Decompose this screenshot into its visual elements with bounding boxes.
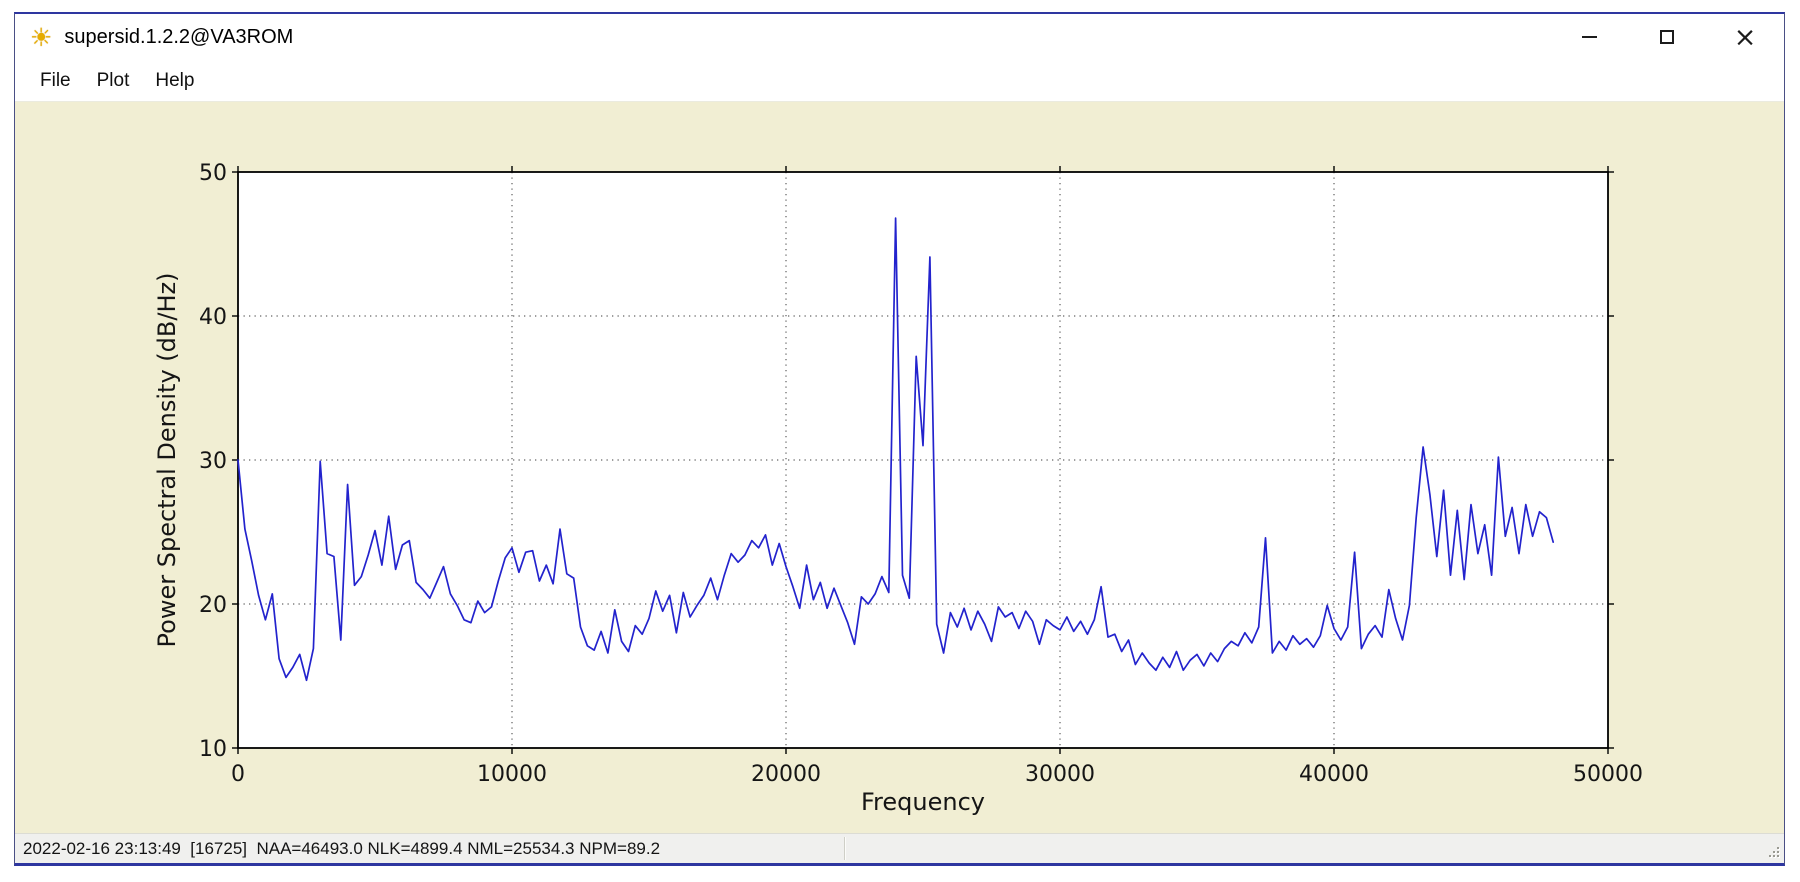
- statusbar: 2022-02-16 23:13:49 [16725] NAA=46493.0 …: [15, 833, 1784, 863]
- svg-text:40000: 40000: [1299, 762, 1369, 787]
- titlebar[interactable]: ☀ supersid.1.2.2@VA3ROM ×: [15, 14, 1784, 60]
- status-text: 2022-02-16 23:13:49 [16725] NAA=46493.0 …: [23, 838, 661, 858]
- tick-labels: 0 10000 20000 30000 40000 50000 10 20 30 40 50: [199, 161, 1643, 787]
- maximize-icon: [1660, 30, 1674, 44]
- menubar: File Plot Help: [15, 60, 1784, 102]
- svg-text:30000: 30000: [1025, 762, 1095, 787]
- minimize-icon: [1581, 36, 1597, 38]
- menu-item-plot[interactable]: Plot: [96, 69, 130, 91]
- window-title: supersid.1.2.2@VA3ROM: [64, 25, 294, 48]
- svg-text:50000: 50000: [1573, 762, 1643, 787]
- psd-line-series: [237, 217, 1555, 682]
- svg-text:0: 0: [231, 762, 245, 787]
- close-icon: ×: [1733, 21, 1757, 53]
- app-window: ☀ supersid.1.2.2@VA3ROM × File Plot Help…: [14, 12, 1785, 866]
- maximize-button[interactable]: [1628, 14, 1706, 60]
- sun-icon: ☀: [30, 22, 53, 52]
- svg-text:50: 50: [199, 161, 227, 186]
- svg-text:20000: 20000: [751, 762, 821, 787]
- x-axis-label: Frequency: [861, 788, 985, 816]
- y-axis-label: Power Spectral Density (dB/Hz): [153, 273, 181, 648]
- resize-grip-icon[interactable]: [1767, 847, 1781, 861]
- svg-text:10000: 10000: [477, 762, 547, 787]
- close-button[interactable]: ×: [1706, 14, 1784, 60]
- svg-text:30: 30: [199, 449, 227, 474]
- svg-text:10: 10: [199, 737, 227, 762]
- figure-canvas: 0 10000 20000 30000 40000 50000 10 20 30 40 50 Freq…: [15, 102, 1784, 833]
- psd-chart: 0 10000 20000 30000 40000 50000 10 20 30 40 50 Freq…: [153, 161, 1643, 816]
- plot-area: [238, 172, 1608, 748]
- svg-text:20: 20: [199, 593, 227, 618]
- minimize-button[interactable]: [1550, 14, 1628, 60]
- tick-marks: [232, 166, 1614, 754]
- statusbar-divider: [844, 837, 846, 860]
- menu-item-help[interactable]: Help: [155, 69, 195, 91]
- window-controls: ×: [1550, 14, 1784, 60]
- svg-text:40: 40: [199, 305, 227, 330]
- menu-item-file[interactable]: File: [40, 69, 71, 91]
